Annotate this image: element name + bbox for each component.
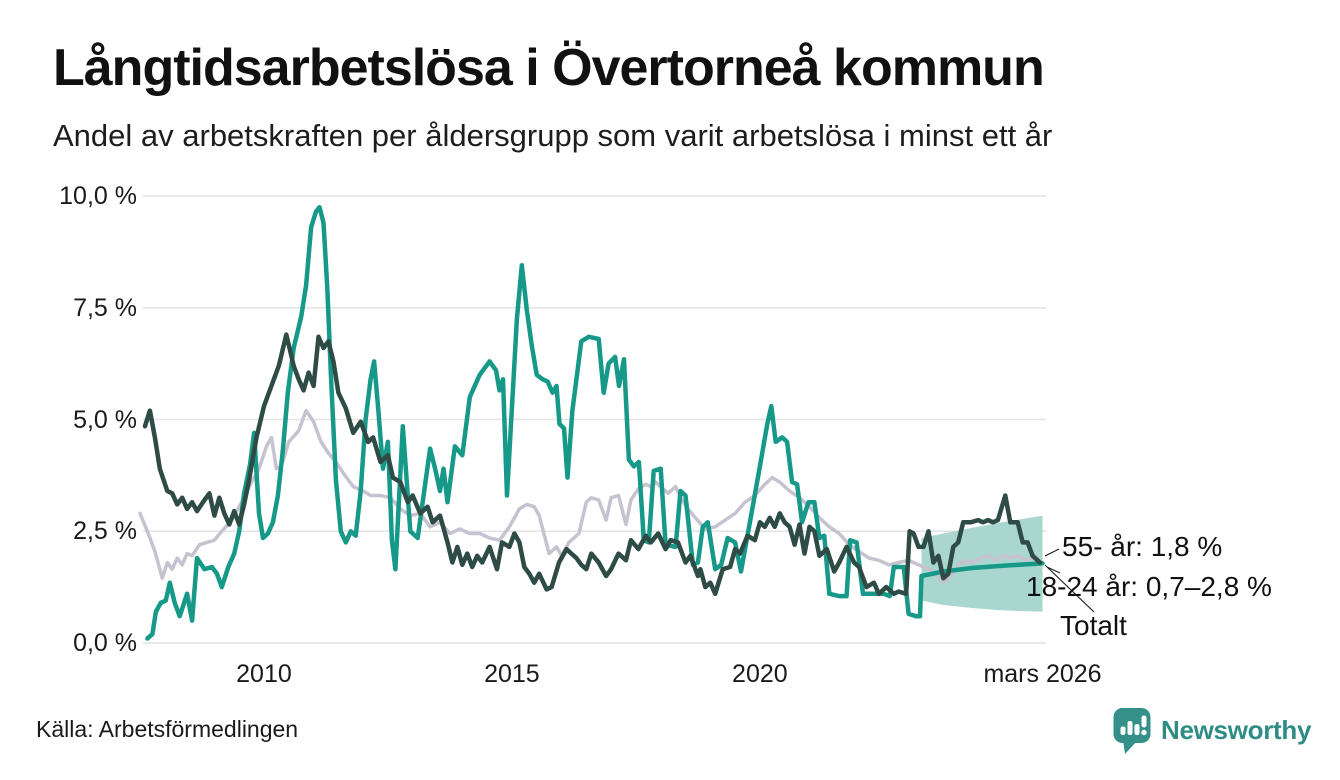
series-label-totalt: Totalt — [1060, 610, 1127, 641]
annotation-leader-line — [1046, 566, 1061, 574]
y-tick-label: 0,0 % — [73, 629, 137, 657]
page-title: Långtidsarbetslösa i Övertorneå kommun — [53, 39, 1045, 97]
y-tick-label: 10,0 % — [59, 182, 137, 210]
page-subtitle: Andel av arbetskraften per åldersgrupp s… — [53, 118, 1053, 153]
forecast-band — [921, 515, 1043, 612]
y-tick-label: 5,0 % — [73, 405, 137, 434]
line-totalt — [138, 408, 1040, 585]
newsworthy-bubble-icon — [1113, 708, 1151, 754]
x-tick-label: 2010 — [236, 660, 292, 688]
x-tick-label: mars 2026 — [983, 660, 1102, 688]
newsworthy-logo: Newsworthy — [1112, 705, 1311, 755]
line-18-24-ar-forecast — [917, 561, 1045, 619]
y-tick-label: 7,5 % — [73, 293, 137, 322]
source-note: Källa: Arbetsförmedlingen — [36, 716, 299, 742]
y-tick-label: 2,5 % — [73, 517, 137, 546]
series-label-55-ar: 55- år: 1,8 % — [1062, 531, 1223, 562]
series-label-18-24-ar: 18-24 år: 0,7–2,8 % — [1026, 571, 1272, 602]
annotation-leader-line — [1044, 548, 1060, 557]
line-18-24-ar — [145, 204, 923, 641]
line-55-ar — [142, 332, 1043, 597]
annotation-leader-line — [1044, 564, 1095, 613]
newsworthy-wordmark: Newsworthy — [1161, 714, 1312, 745]
x-tick-label: 2020 — [732, 660, 788, 688]
x-tick-label: 2015 — [484, 660, 540, 688]
